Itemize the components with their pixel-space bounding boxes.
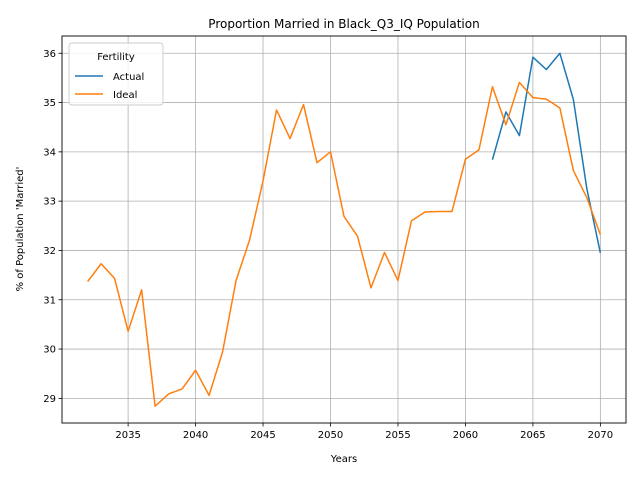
y-axis-label: % of Population 'Married' [15, 167, 26, 292]
y-axis-ticks: 29 30 31 32 33 34 35 36 [43, 49, 62, 405]
y-tick-label: 31 [43, 295, 56, 306]
legend: Fertility Actual Ideal [68, 42, 164, 106]
x-tick-label: 2060 [453, 430, 478, 441]
y-tick-label: 32 [43, 246, 56, 257]
y-tick-label: 34 [43, 147, 56, 158]
x-tick-label: 2040 [183, 430, 208, 441]
legend-box [68, 42, 164, 106]
chart-title: Proportion Married in Black_Q3_IQ Popula… [208, 17, 479, 31]
x-axis-ticks: 2035 2040 2045 2050 2055 2060 2065 2070 [115, 423, 613, 441]
series-layer [87, 52, 602, 407]
x-axis-label: Years [330, 454, 357, 465]
grid [62, 36, 626, 423]
legend-label-actual: Actual [113, 72, 144, 83]
legend-label-ideal: Ideal [113, 90, 137, 101]
y-tick-label: 36 [43, 49, 56, 60]
x-tick-label: 2035 [115, 430, 140, 441]
x-tick-label: 2045 [250, 430, 275, 441]
y-tick-label: 29 [43, 394, 56, 405]
x-tick-label: 2065 [520, 430, 545, 441]
y-tick-label: 33 [43, 197, 56, 208]
x-tick-label: 2055 [385, 430, 410, 441]
series-line-ideal [87, 81, 602, 407]
plot-frame [61, 35, 627, 424]
series-line-actual [491, 52, 602, 254]
x-tick-label: 2070 [588, 430, 613, 441]
y-tick-label: 35 [43, 98, 56, 109]
legend-title: Fertility [97, 52, 135, 63]
x-tick-label: 2050 [318, 430, 343, 441]
y-tick-label: 30 [43, 345, 56, 356]
